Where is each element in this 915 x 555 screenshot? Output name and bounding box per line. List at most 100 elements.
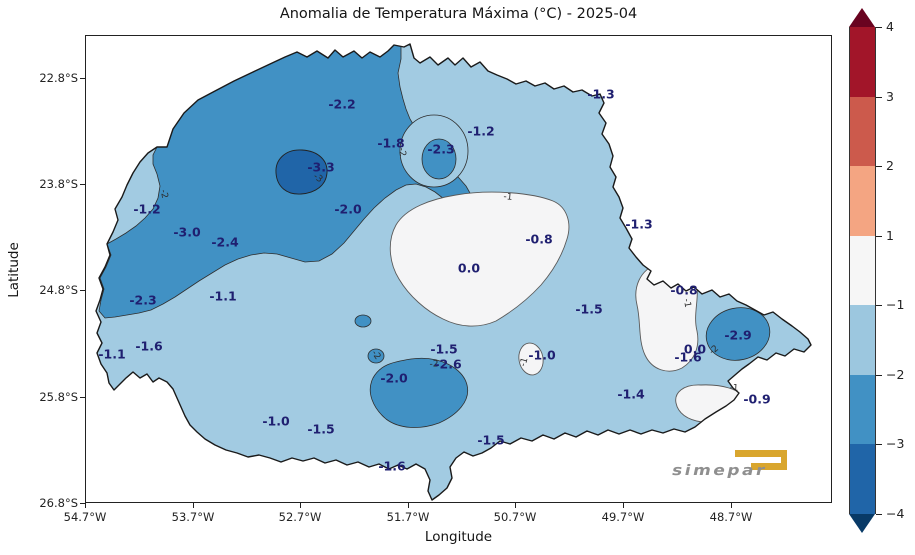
y-tick-label: 25.8°S [39,390,78,404]
colorbar-tick-label: −4 [886,506,905,521]
station-value-label: -2.0 [334,202,362,217]
simepar-logo-icon [735,450,787,470]
station-value-label: -1.5 [307,422,334,437]
station-value-label: -0.9 [743,392,770,407]
contour-blob-medium-small [354,314,372,328]
contour-region-center-white [389,191,570,327]
x-tick-label: 53.7°W [171,510,215,524]
colorbar-tick-label: −2 [886,367,905,382]
station-value-label: -3.3 [307,160,334,175]
station-value-label: 0.0 [458,261,480,276]
station-value-label: -0.8 [525,232,552,247]
colorbar-band [850,166,875,236]
y-axis-label: Latitude [6,242,22,298]
x-tick-mark [515,503,516,508]
colorbar-tick-mark [876,166,882,167]
station-value-label: -0.8 [670,283,697,298]
station-value-label: -2.4 [211,235,239,250]
x-tick-mark [85,503,86,508]
y-tick-label: 26.8°S [39,496,78,510]
station-value-label: -1.2 [133,202,160,217]
simepar-logo-text: simepar [670,462,769,479]
station-value-label: -3.0 [173,225,201,240]
y-tick-label: 23.8°S [39,177,78,191]
x-tick-label: 52.7°W [278,510,322,524]
x-tick-label: 49.7°W [601,510,645,524]
station-value-label: -1.3 [587,87,614,102]
contour-blob-medium-east [705,307,771,361]
colorbar [849,27,876,515]
x-tick-label: 50.7°W [493,510,537,524]
colorbar-arrow-under [849,514,875,533]
contour-blob-medium-ne [421,138,457,180]
plot-title: Anomalia de Temperatura Máxima (°C) - 20… [279,6,638,22]
station-value-label: -1.5 [477,433,504,448]
y-tick-label: 22.8°S [39,71,78,85]
colorbar-band [850,374,875,445]
colorbar-tick-mark [876,375,882,376]
x-tick-mark [193,503,194,508]
annotation-layer: -2.2 -1.3 -1.2 -1.8 -2.3 -3.3 -2.0 -1.2 -3.0 -2.4… [98,87,770,474]
colorbar-arrow-over [849,8,875,27]
x-tick-label: 48.7°W [709,510,753,524]
station-value-label: -2.2 [328,97,355,112]
station-value-label: -1.6 [135,339,163,354]
station-value-label: -1.5 [575,302,602,317]
station-value-label: -2.6 [434,357,462,372]
colorbar-band [850,444,875,515]
station-value-label: -1.3 [625,217,652,232]
contour-region-minus4-to-minus3 [275,149,328,195]
y-tick-mark [80,78,85,79]
y-tick-mark [80,397,85,398]
plot-area: -2 -3 -2 -1 -1 -1 -2 -2 -2 -1 -2.2 -1.3 -1.2 -1.8 -2.… [85,35,832,503]
station-value-label: -2.3 [129,293,156,308]
colorbar-tick-mark [876,27,882,28]
station-value-label: -2.0 [380,371,408,386]
simepar-logo: simepar [662,444,802,484]
station-value-label: -2.3 [427,142,454,157]
colorbar-tick-label: −1 [886,297,905,312]
contour-region-medium-south [369,357,469,428]
station-value-label: -1.6 [674,350,702,365]
colorbar-tick-mark [876,305,882,306]
colorbar-tick-mark [876,97,882,98]
x-axis-label: Longitude [424,529,493,545]
colorbar-tick-label: 3 [886,89,894,104]
x-tick-mark [300,503,301,508]
colorbar-tick-label: 2 [886,158,894,173]
x-tick-mark [623,503,624,508]
x-tick-mark [408,503,409,508]
contour-blob-medium-tiny [367,348,385,364]
colorbar-band [850,96,875,167]
station-value-label: -1.5 [430,342,457,357]
contour-oval-white-small [518,342,544,376]
contour-level-label: -1 [518,356,530,367]
station-value-label: -1.0 [528,348,556,363]
station-value-label: -1.6 [378,459,406,474]
y-tick-label: 24.8°S [39,283,78,297]
colorbar-tick-label: 1 [886,228,894,243]
contour-level-label: -1 [503,192,513,203]
colorbar-tick-label: 4 [886,19,894,34]
contour-level-label: -2 [158,189,170,200]
colorbar-tick-mark [876,236,882,237]
station-value-label: -2.9 [724,328,751,343]
contour-level-label: -1 [681,298,692,309]
station-value-label: -1.2 [467,124,494,139]
station-value-label: -1.4 [617,387,645,402]
y-tick-mark [80,503,85,504]
colorbar-band [850,305,875,375]
y-tick-mark [80,290,85,291]
contour-level-label: -1 [729,383,738,393]
colorbar-band [850,27,875,97]
state-border [95,43,812,501]
colorbar-tick-label: −3 [886,436,905,451]
station-value-label: 0.0 [684,342,706,357]
station-value-label: -1.1 [98,347,125,362]
x-tick-label: 51.7°W [386,510,430,524]
station-value-label: -1.0 [262,414,290,429]
contour-level-label: -2 [430,360,439,370]
contour-level-label: -2 [396,147,407,158]
map-svg: -2-3-2-1-1-1-2-2 -2-1 -2.2-1.3-1.2-1.8 -2.… [95,43,812,501]
